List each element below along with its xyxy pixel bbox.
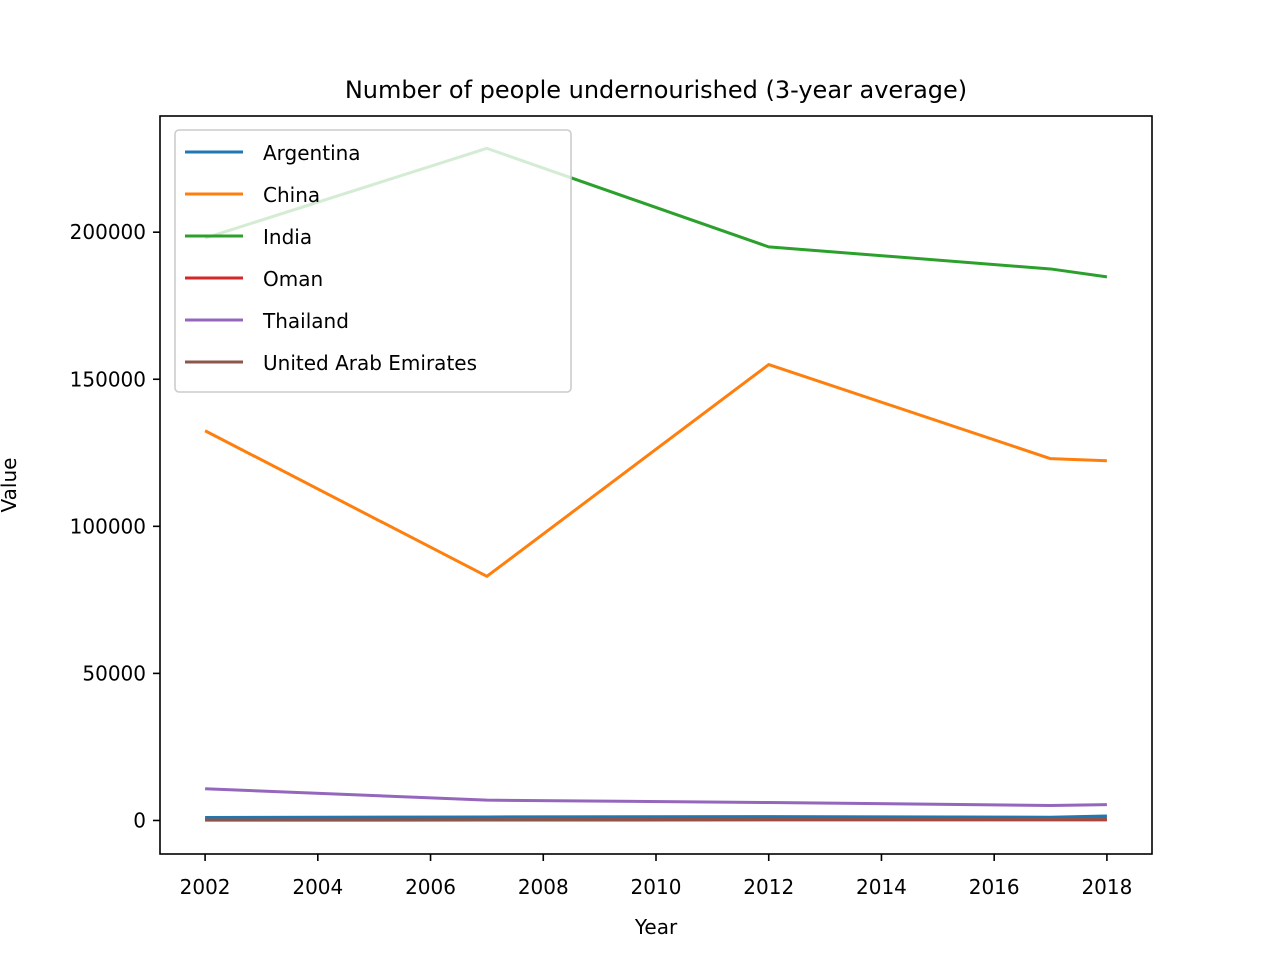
legend-label: Thailand bbox=[262, 309, 349, 333]
y-axis: 0 50000 100000 150000 200000 bbox=[70, 220, 160, 832]
y-tick-label: 50000 bbox=[82, 661, 146, 685]
legend: Argentina China India Oman Thailand United Ar… bbox=[175, 130, 571, 392]
series-line-china bbox=[205, 365, 1107, 577]
x-axis-label: Year bbox=[634, 915, 678, 939]
x-tick-label: 2008 bbox=[518, 875, 569, 899]
x-tick-label: 2018 bbox=[1081, 875, 1132, 899]
y-axis-label: Value bbox=[0, 458, 21, 513]
y-tick-label: 0 bbox=[133, 808, 146, 832]
x-tick-label: 2010 bbox=[631, 875, 682, 899]
y-tick-label: 200000 bbox=[70, 220, 146, 244]
legend-label: China bbox=[263, 183, 320, 207]
y-tick-label: 150000 bbox=[70, 367, 146, 391]
legend-label: Argentina bbox=[263, 141, 361, 165]
y-tick-label: 100000 bbox=[70, 514, 146, 538]
series-line-argentina bbox=[205, 816, 1107, 817]
x-tick-label: 2014 bbox=[856, 875, 907, 899]
legend-label: United Arab Emirates bbox=[263, 351, 477, 375]
series-line-united-arab-emirates bbox=[205, 819, 1107, 820]
legend-label: India bbox=[263, 225, 312, 249]
chart-title: Number of people undernourished (3-year … bbox=[345, 76, 967, 104]
x-tick-label: 2016 bbox=[969, 875, 1020, 899]
x-tick-label: 2002 bbox=[180, 875, 231, 899]
x-axis: 2002 2004 2006 2008 2010 2012 2014 2016 2018 bbox=[180, 854, 1133, 899]
x-tick-label: 2004 bbox=[292, 875, 343, 899]
x-tick-label: 2006 bbox=[405, 875, 456, 899]
series-line-thailand bbox=[205, 789, 1107, 806]
legend-label: Oman bbox=[263, 267, 323, 291]
x-tick-label: 2012 bbox=[743, 875, 794, 899]
